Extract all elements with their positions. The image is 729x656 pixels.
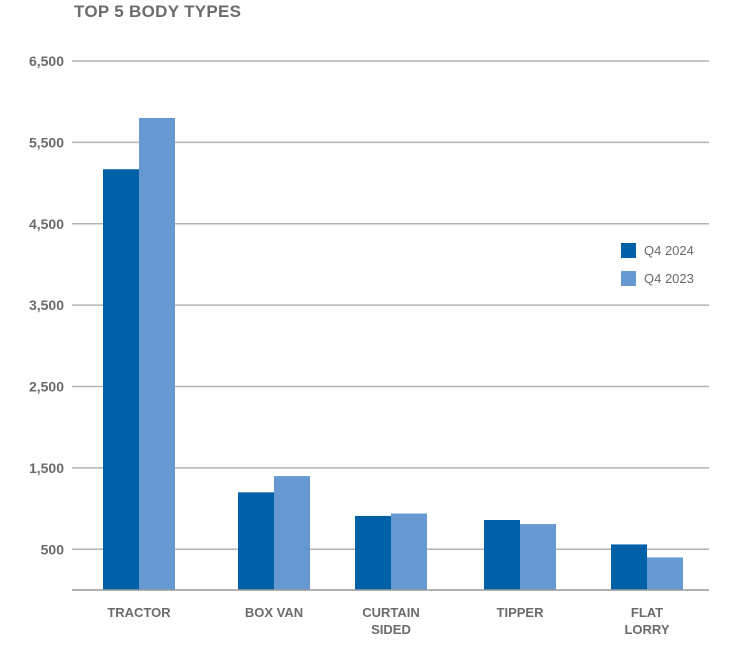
legend-label: Q4 2023 [644,271,694,286]
bar-q4-2023 [274,476,310,590]
bar-q4-2023 [139,117,175,590]
y-tick-label: 1,500 [29,460,64,476]
y-tick-label: 3,500 [29,297,64,313]
bar-q4-2023 [391,513,427,590]
x-category-label: TIPPER [497,605,545,620]
y-axis-tick-labels: 500 1,500 2,500 3,500 4,500 5,500 6,500 [29,53,64,557]
x-category-label: TRACTOR [107,605,171,620]
y-tick-label: 500 [41,541,65,557]
y-tick-label: 4,500 [29,216,64,232]
y-tick-label: 2,500 [29,379,64,395]
x-category-label: FLAT LORRY [624,605,669,637]
legend-swatch [621,243,636,258]
bar-q4-2023 [647,557,683,590]
x-axis-category-labels: TRACTOR BOX VAN CURTAIN SIDED TIPPER FLAT LORR… [107,605,669,637]
bars [103,117,683,591]
bar-q4-2024 [611,544,647,590]
x-category-label: BOX VAN [245,605,303,620]
bar-q4-2024 [484,520,520,590]
chart-title: TOP 5 BODY TYPES [74,2,242,21]
legend-swatch [621,271,636,286]
bar-q4-2024 [103,169,139,591]
bar-q4-2024 [238,492,274,590]
bar-q4-2023 [520,524,556,590]
bar-q4-2024 [355,515,391,590]
y-tick-label: 5,500 [29,134,64,150]
legend-label: Q4 2024 [644,243,694,258]
legend: Q4 2024 Q4 2023 [621,243,694,286]
y-tick-label: 6,500 [29,53,64,69]
x-category-label: CURTAIN SIDED [362,605,420,637]
